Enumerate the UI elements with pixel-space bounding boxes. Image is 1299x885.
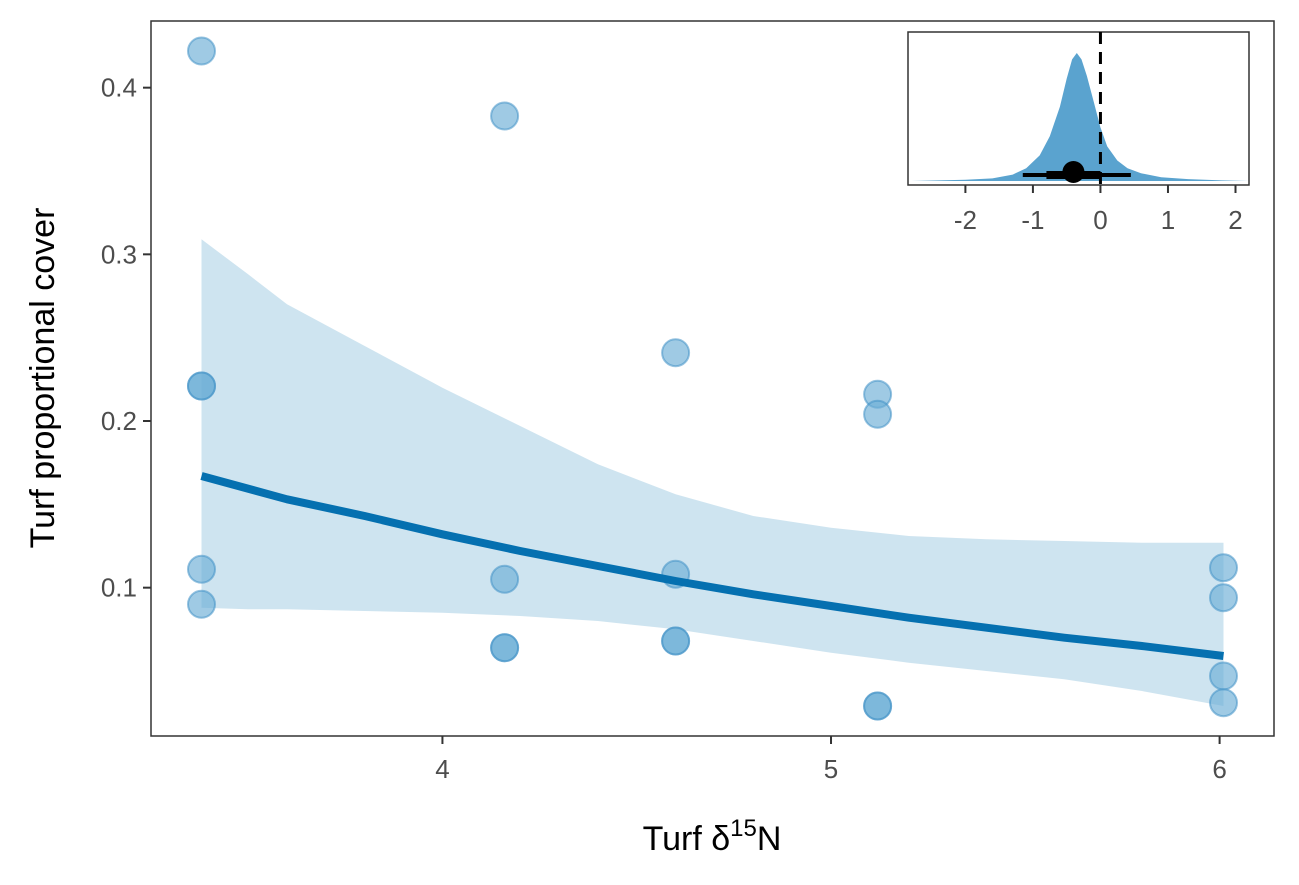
fit-line-layer	[200, 472, 1224, 660]
data-point	[1209, 583, 1238, 613]
data-point	[490, 564, 520, 594]
inset-x-axis: -2 -1 0 1 2	[954, 185, 1243, 235]
y-tick-label: 0.1	[101, 573, 137, 603]
y-tick-label: 0.2	[101, 406, 137, 436]
x-axis-title-superscript: 15	[730, 815, 757, 842]
y-tick-label: 0.3	[101, 239, 137, 269]
x-tick-label: 5	[824, 754, 838, 784]
inset-x-tick-label: -2	[954, 205, 977, 235]
x-tick-label: 6	[1212, 754, 1226, 784]
point-estimate	[1062, 161, 1085, 183]
confidence-ribbon	[201, 239, 1224, 707]
data-point	[187, 554, 216, 584]
confidence-ribbon-layer	[201, 239, 1224, 707]
data-point	[863, 399, 893, 429]
x-axis-title-main: Turf δ	[643, 820, 731, 858]
posterior-density	[911, 53, 1249, 181]
data-point	[661, 338, 691, 368]
data-point	[661, 626, 691, 656]
x-tick-label: 4	[435, 754, 449, 784]
x-axis: 4 5 6	[435, 736, 1227, 784]
data-point	[863, 691, 893, 721]
x-axis-title: Turf δ15N	[643, 815, 782, 858]
y-axis: 0.1 0.2 0.3 0.4	[101, 73, 151, 603]
x-axis-title-tail: N	[757, 820, 782, 858]
fit-line	[200, 472, 1224, 660]
data-point	[187, 371, 216, 401]
plot-panel-border	[150, 20, 1275, 737]
data-point	[490, 101, 520, 131]
inset-density-layer	[911, 32, 1249, 185]
y-axis-title: Turf proportional cover	[24, 208, 62, 549]
inset-x-tick-label: -1	[1021, 205, 1044, 235]
y-tick-label: 0.4	[101, 73, 137, 103]
data-point	[1209, 688, 1238, 718]
inset-posterior-plot: -2 -1 0 1 2	[907, 31, 1250, 235]
data-point	[187, 589, 216, 619]
inset-x-tick-label: 1	[1161, 205, 1175, 235]
data-point	[187, 36, 216, 66]
data-point	[490, 633, 520, 663]
data-point	[1209, 661, 1238, 691]
data-points-layer	[187, 36, 1238, 721]
inset-x-tick-label: 0	[1093, 205, 1107, 235]
data-point	[1209, 553, 1238, 583]
inset-x-tick-label: 2	[1228, 205, 1242, 235]
